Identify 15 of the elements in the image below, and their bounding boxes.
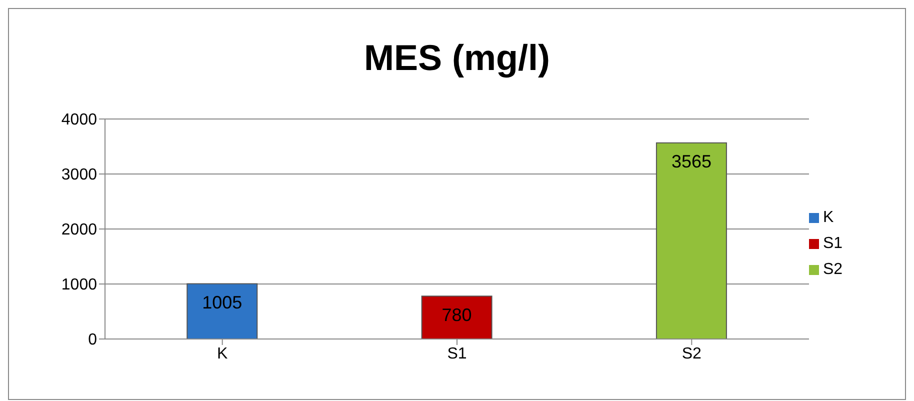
data-label: 780 — [442, 304, 472, 325]
legend-label: S1 — [823, 235, 843, 252]
x-tick-label: K — [216, 345, 228, 362]
legend-label: K — [823, 209, 834, 226]
data-label: 3565 — [671, 152, 712, 172]
chart-title: MES (mg/l) — [363, 37, 551, 79]
y-tick-label: 1000 — [61, 276, 98, 294]
data-label: 1005 — [202, 292, 242, 313]
y-tick-label: 3000 — [61, 166, 98, 184]
x-tick-label: S1 — [447, 345, 467, 362]
y-tick-label: 0 — [88, 332, 98, 349]
y-tick-label: 2000 — [61, 222, 98, 239]
x-tick-label: S2 — [682, 345, 702, 362]
legend-label: S2 — [823, 261, 843, 278]
y-tick-label: 4000 — [61, 112, 98, 129]
